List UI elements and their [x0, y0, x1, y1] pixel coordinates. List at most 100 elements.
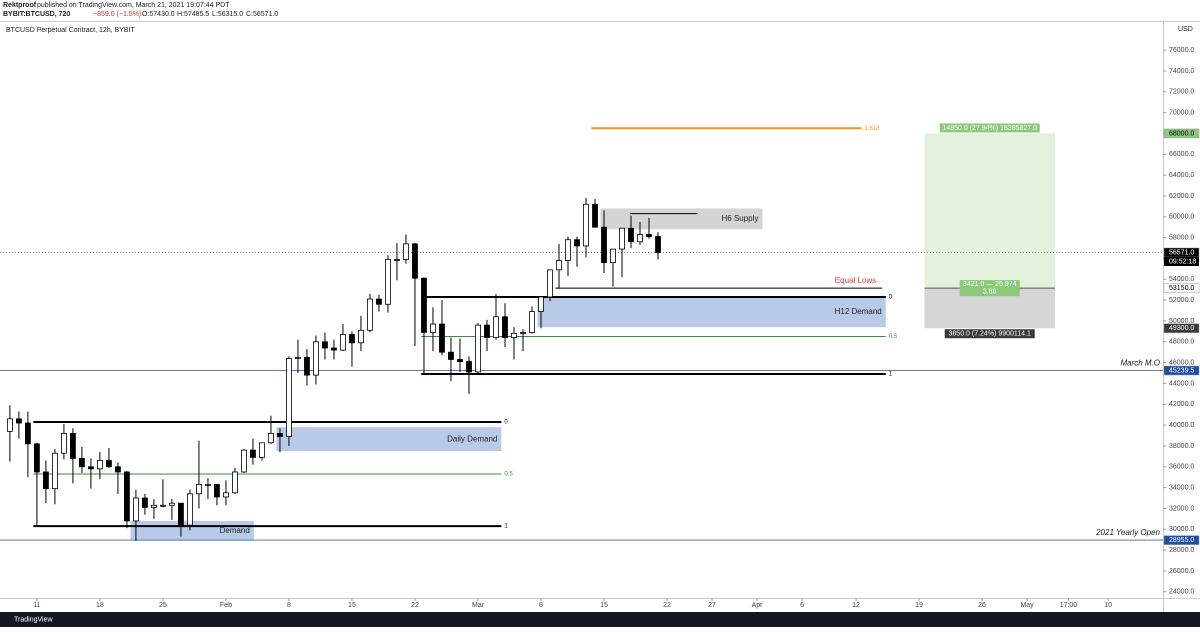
- y-tick-label: 28000.0: [1169, 547, 1194, 554]
- candle-body: [646, 234, 652, 237]
- y-tick-label: 24000.0: [1169, 589, 1194, 596]
- candle-body: [196, 484, 202, 495]
- close: C:56571.0: [246, 11, 278, 18]
- x-tick-label: 8: [287, 602, 291, 609]
- y-tick-label: 70000.0: [1169, 109, 1194, 116]
- candle-body: [601, 226, 607, 264]
- footer-brand: TradingView: [14, 616, 53, 623]
- y-tick-label: 60000.0: [1169, 214, 1194, 221]
- candle-body: [529, 311, 535, 333]
- candle-body: [547, 269, 553, 298]
- x-tick-label: Mar: [472, 602, 485, 609]
- zone-label: Demand: [220, 526, 250, 535]
- y-tick-label: 64000.0: [1169, 172, 1194, 179]
- candle-body: [610, 248, 616, 264]
- open: O:57430.0: [142, 11, 175, 18]
- x-tick-label: 15: [348, 602, 356, 609]
- y-tick-label: 54000.0: [1169, 276, 1194, 283]
- candle-body: [376, 298, 382, 305]
- candle-body: [520, 331, 526, 334]
- candle-body: [421, 277, 427, 333]
- x-tick-label: 8: [539, 602, 543, 609]
- stop-label: 3850.0 (7.24%) 9900114.1: [949, 331, 1031, 338]
- y-tick-label: 48000.0: [1169, 339, 1194, 346]
- candle-body: [259, 442, 265, 458]
- candle-body: [115, 466, 121, 473]
- zone-label: H6 Supply: [722, 214, 759, 223]
- candle-body: [502, 316, 508, 339]
- candle-body: [223, 492, 229, 498]
- candle-body: [592, 203, 598, 228]
- published: published on TradingView.com, March 21, …: [37, 2, 230, 9]
- y-tick-label: 62000.0: [1169, 193, 1194, 200]
- level-label: 0.5: [889, 334, 898, 340]
- price-tag: [1164, 256, 1199, 266]
- price-tag: [1163, 323, 1200, 333]
- candle-body: [214, 484, 220, 498]
- y-tick-label: 42000.0: [1169, 401, 1194, 408]
- price-tag: [1163, 535, 1200, 545]
- candle-body: [232, 471, 238, 494]
- candle-body: [304, 356, 310, 376]
- candle-body: [475, 324, 481, 373]
- candle-body: [25, 422, 31, 445]
- price-tag-label: 68000.0: [1169, 130, 1194, 137]
- price-tag-label: 45239.5: [1169, 367, 1194, 374]
- symbol: BYBIT:BTCUSD, 720: [3, 11, 70, 18]
- candle-body: [160, 504, 166, 507]
- y-tick-label: 30000.0: [1169, 526, 1194, 533]
- y-tick-label: 46000.0: [1169, 359, 1194, 366]
- x-tick-label: 26: [978, 602, 986, 609]
- level-label: 1: [889, 372, 893, 378]
- candle-body: [583, 203, 589, 247]
- candle-body: [556, 260, 562, 271]
- zone-box: [276, 427, 502, 452]
- mid-label: 3421.0 — 25.974: [963, 281, 1017, 288]
- low: L:56315.0: [212, 11, 243, 18]
- candle-body: [574, 239, 580, 247]
- candle-body: [349, 334, 355, 344]
- candle-body: [70, 433, 76, 459]
- label-box: [944, 329, 1035, 339]
- candle-body: [295, 356, 301, 359]
- x-tick-label: 11: [33, 602, 40, 609]
- x-tick-label: Apr: [752, 602, 764, 609]
- candle-body: [277, 433, 283, 437]
- y-tick-label: 52000.0: [1169, 297, 1194, 304]
- candle-body: [484, 324, 490, 339]
- y-tick-label: 34000.0: [1169, 484, 1194, 491]
- x-tick-label: 22: [411, 602, 419, 609]
- y-tick-label: 50000.0: [1169, 318, 1194, 325]
- target-label: 14850.0 (27.94%) 18385827.0: [942, 125, 1037, 132]
- chart-title: BTCUSD Perpetual Contract, 12h, BYBIT: [6, 27, 135, 34]
- y-tick-label: 38000.0: [1169, 443, 1194, 450]
- price-tag: [1163, 365, 1200, 376]
- candle-body: [403, 243, 409, 260]
- zone-label: H12 Demand: [835, 307, 882, 316]
- candle-body: [430, 323, 436, 333]
- candle-body: [340, 334, 346, 351]
- candle-body: [628, 227, 634, 243]
- candle-body: [457, 359, 463, 362]
- candle-body: [34, 443, 40, 473]
- price-tag-label: 28955.0: [1169, 537, 1194, 544]
- plot: 24000.0 26000.0 28000.0 30000.0 32000.0 34000…: [0, 47, 1200, 609]
- candle-body: [619, 227, 625, 250]
- candle-body: [142, 497, 148, 508]
- price-tag-label: 49300.0: [1169, 325, 1194, 332]
- x-tick-label: 25: [159, 602, 167, 609]
- x-tick-label: 19: [915, 602, 923, 609]
- y-tick-label: 32000.0: [1169, 505, 1194, 512]
- candle-body: [655, 236, 661, 253]
- candle-body: [412, 243, 418, 279]
- x-tick-label: May: [1020, 602, 1034, 609]
- zone-label: Daily Demand: [447, 434, 497, 443]
- y-tick-label: 74000.0: [1169, 68, 1194, 75]
- x-tick-label: 15: [600, 602, 608, 609]
- candle-body: [79, 458, 85, 468]
- candle-body: [322, 341, 328, 349]
- x-tick-label: 12: [852, 602, 860, 609]
- change: −859.0 (−1.5%): [93, 11, 141, 18]
